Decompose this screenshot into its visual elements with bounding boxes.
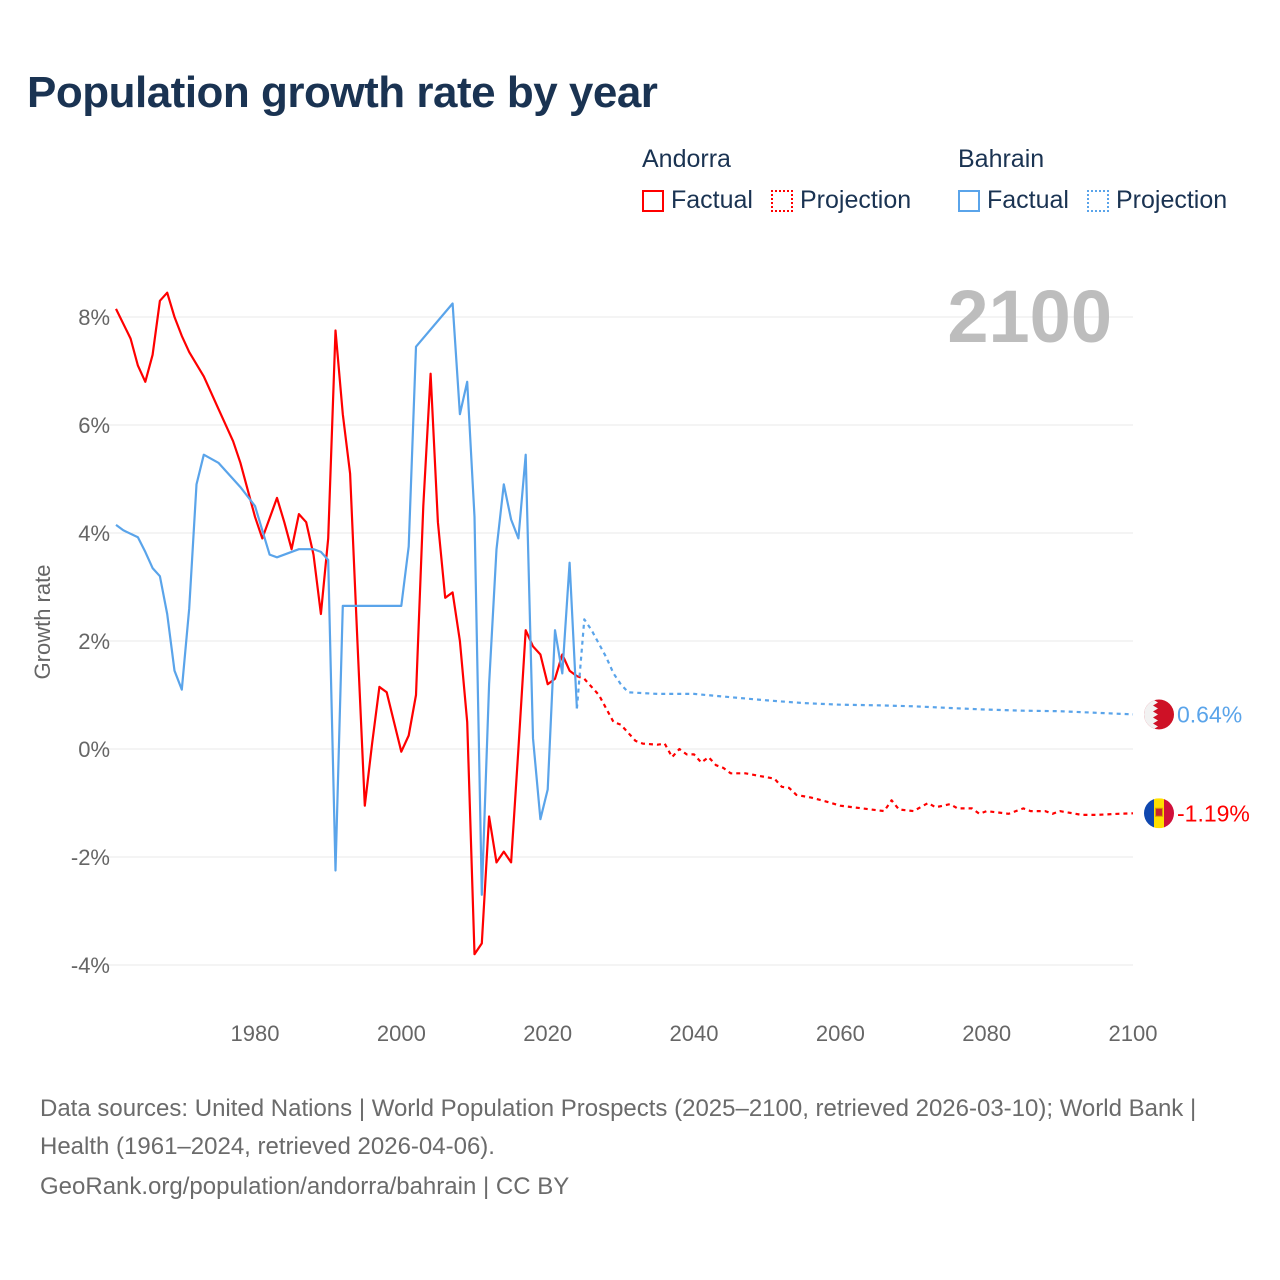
y-tick-label: 8% [78,305,110,330]
legend-andorra-factual[interactable]: Factual [642,186,753,215]
x-tick-label: 2100 [1109,1021,1158,1046]
y-tick-label: 4% [78,521,110,546]
dotted-swatch-icon [1086,189,1109,212]
legend-group-bahrain: Bahrain [958,145,1045,173]
series-line-andorra-factual [115,291,578,956]
bahrain-flag-icon [1144,699,1174,730]
dotted-swatch-icon [770,189,793,212]
legend-group-andorra: Andorra [642,145,731,173]
legend-label: Factual [987,186,1069,214]
x-tick-label: 2060 [816,1021,865,1046]
legend-label: Projection [1115,186,1228,214]
year-label: 2100 [947,275,1112,358]
series-line-bahrain-factual [115,302,578,896]
bahrain-end-value: 0.64% [1177,701,1242,727]
solid-swatch-icon [958,189,980,212]
source-link[interactable]: GeoRank.org/population/andorra/bahrain |… [40,1173,570,1200]
y-tick-label: 0% [78,737,110,762]
legend-bahrain-items: Factual Projection [958,186,1245,215]
series-line-andorra-projection [576,675,1134,816]
legend-label: Projection [799,186,912,214]
y-tick-label: 6% [78,413,110,438]
andorra-flag-icon [1144,798,1174,829]
data-sources: Data sources: United Nations | World Pop… [40,1095,1197,1160]
y-tick-label: 2% [78,629,110,654]
andorra-end-value: -1.19% [1177,800,1250,826]
footer: Data sources: United Nations | World Pop… [40,1090,1240,1206]
y-tick-label: -2% [71,845,110,870]
solid-swatch-icon [642,189,664,212]
y-tick-label: -4% [71,953,110,978]
legend-bahrain-projection[interactable]: Projection [1086,186,1228,215]
legend-andorra-projection[interactable]: Projection [770,186,912,215]
legend-andorra-items: Factual Projection [642,186,929,215]
x-tick-label: 2000 [377,1021,426,1046]
x-tick-label: 2080 [962,1021,1011,1046]
series-line-bahrain-projection [575,618,1134,716]
x-tick-label: 2040 [670,1021,719,1046]
legend-label: Factual [671,186,753,214]
x-tick-label: 1980 [231,1021,280,1046]
x-tick-label: 2020 [523,1021,572,1046]
chart-title: Population growth rate by year [27,68,658,117]
y-axis-label: Growth rate [30,565,55,680]
legend-bahrain-factual[interactable]: Factual [958,186,1069,215]
